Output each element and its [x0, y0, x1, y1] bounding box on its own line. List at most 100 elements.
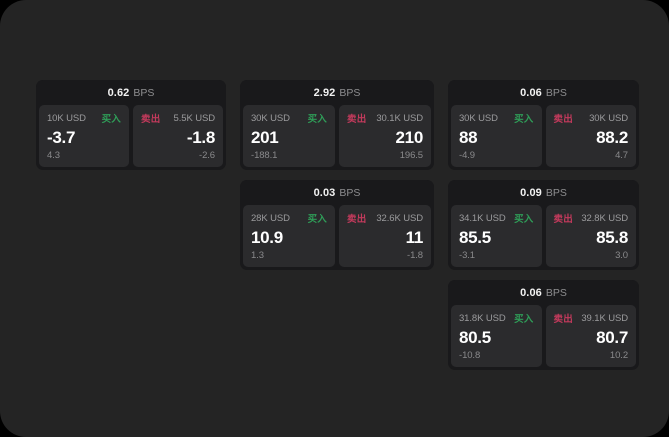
sell-panel-header: 卖出 32.8K USD [553, 212, 629, 226]
sell-panel[interactable]: 卖出 32.8K USD 85.8 3.0 [545, 205, 636, 267]
quote-card[interactable]: 0.03 BPS 28K USD 买入 10.9 1.3 [240, 180, 434, 270]
buy-panel-header: 10K USD 买入 [47, 112, 121, 126]
buy-tag: 买入 [307, 114, 327, 125]
buy-panel[interactable]: 30K USD 买入 88 -4.9 [451, 105, 542, 167]
card-body: 34.1K USD 买入 85.5 -3.1 卖出 32.8K USD 85. [448, 205, 639, 270]
buy-price: 201 [251, 128, 279, 147]
quote-card-grid: 0.62 BPS 10K USD 买入 -3.7 4.3 [36, 80, 639, 370]
buy-delta: -4.9 [459, 150, 475, 161]
quote-card[interactable]: 2.92 BPS 30K USD 买入 201 -188.1 [240, 80, 434, 170]
buy-size-label: 31.8K USD [459, 312, 506, 324]
sell-tag: 卖出 [347, 214, 367, 225]
sell-panel-header: 卖出 30.1K USD [347, 112, 423, 126]
bps-value: 0.09 [520, 186, 542, 199]
sell-panel[interactable]: 卖出 30.1K USD 210 196.5 [339, 105, 431, 167]
sell-size-label: 5.5K USD [173, 112, 216, 124]
bps-value: 0.06 [520, 86, 542, 99]
bps-unit-label: BPS [339, 186, 361, 199]
bps-value: 0.03 [313, 186, 336, 199]
sell-tag: 卖出 [553, 214, 573, 225]
sell-panel-header: 卖出 39.1K USD [553, 312, 629, 326]
sell-price: 80.7 [596, 328, 628, 347]
sell-size-label: 32.8K USD [581, 212, 628, 224]
card-body: 30K USD 买入 88 -4.9 卖出 30K USD 88.2 [448, 105, 639, 170]
bps-unit-label: BPS [133, 86, 155, 99]
sell-size-label: 30.1K USD [376, 112, 423, 124]
quote-card[interactable]: 0.62 BPS 10K USD 买入 -3.7 4.3 [36, 80, 226, 170]
card-header: 0.03 BPS [240, 180, 434, 205]
buy-panel-header: 30K USD 买入 [459, 112, 534, 126]
buy-panel-header: 30K USD 买入 [251, 112, 327, 126]
bps-unit-label: BPS [339, 86, 361, 99]
buy-panel-header: 31.8K USD 买入 [459, 312, 534, 326]
buy-tag: 买入 [514, 314, 534, 325]
buy-delta: -3.1 [459, 250, 475, 261]
buy-delta: 1.3 [251, 250, 264, 261]
sell-size-label: 39.1K USD [581, 312, 628, 324]
card-header: 0.62 BPS [36, 80, 226, 105]
card-header: 0.06 BPS [448, 80, 639, 105]
card-body: 30K USD 买入 201 -188.1 卖出 30.1K USD 210 [240, 105, 434, 170]
buy-delta: 4.3 [47, 150, 60, 161]
card-body: 28K USD 买入 10.9 1.3 卖出 32.6K USD 11 [240, 205, 434, 270]
bps-value: 0.06 [520, 286, 542, 299]
card-header: 0.06 BPS [448, 280, 639, 305]
sell-panel[interactable]: 卖出 30K USD 88.2 4.7 [545, 105, 636, 167]
buy-size-label: 30K USD [459, 112, 498, 124]
sell-tag: 卖出 [553, 314, 573, 325]
sell-size-label: 30K USD [589, 112, 628, 124]
buy-price: -3.7 [47, 128, 76, 147]
buy-tag: 买入 [514, 214, 534, 225]
sell-price: 11 [405, 228, 424, 247]
buy-tag: 买入 [101, 114, 121, 125]
sell-price: 210 [395, 128, 424, 147]
sell-panel-header: 卖出 5.5K USD [141, 112, 216, 126]
sell-delta: 196.5 [399, 150, 423, 161]
buy-tag: 买入 [514, 114, 534, 125]
sell-delta: -2.6 [199, 150, 215, 161]
sell-panel[interactable]: 卖出 39.1K USD 80.7 10.2 [545, 305, 636, 367]
bps-unit-label: BPS [545, 286, 567, 299]
sell-price: 88.2 [596, 128, 628, 147]
sell-panel-header: 卖出 30K USD [553, 112, 629, 126]
buy-panel[interactable]: 28K USD 买入 10.9 1.3 [243, 205, 335, 267]
buy-panel-header: 34.1K USD 买入 [459, 212, 534, 226]
buy-price: 10.9 [251, 228, 283, 247]
card-header: 2.92 BPS [240, 80, 434, 105]
sell-size-label: 32.6K USD [376, 212, 423, 224]
quote-card[interactable]: 0.06 BPS 30K USD 买入 88 -4.9 [448, 80, 639, 170]
card-body: 10K USD 买入 -3.7 4.3 卖出 5.5K USD -1.8 [36, 105, 226, 170]
sell-price: -1.8 [186, 128, 215, 147]
buy-tag: 买入 [307, 214, 327, 225]
buy-delta: -10.8 [459, 350, 481, 361]
quote-column-3: 0.06 BPS 30K USD 买入 88 -4.9 [448, 80, 639, 370]
sell-panel[interactable]: 卖出 32.6K USD 11 -1.8 [339, 205, 431, 267]
quote-column-1: 0.62 BPS 10K USD 买入 -3.7 4.3 [36, 80, 226, 170]
quote-card[interactable]: 0.09 BPS 34.1K USD 买入 85.5 -3.1 [448, 180, 639, 270]
bps-value: 0.62 [107, 86, 130, 99]
buy-panel[interactable]: 34.1K USD 买入 85.5 -3.1 [451, 205, 542, 267]
sell-panel-header: 卖出 32.6K USD [347, 212, 423, 226]
buy-size-label: 28K USD [251, 212, 290, 224]
buy-price: 80.5 [459, 328, 491, 347]
quote-column-2: 2.92 BPS 30K USD 买入 201 -188.1 [240, 80, 434, 270]
card-header: 0.09 BPS [448, 180, 639, 205]
sell-delta: 4.7 [615, 150, 628, 161]
sell-tag: 卖出 [347, 114, 367, 125]
sell-tag: 卖出 [553, 114, 573, 125]
buy-panel[interactable]: 31.8K USD 买入 80.5 -10.8 [451, 305, 542, 367]
buy-panel[interactable]: 10K USD 买入 -3.7 4.3 [39, 105, 129, 167]
sell-panel[interactable]: 卖出 5.5K USD -1.8 -2.6 [133, 105, 223, 167]
bps-unit-label: BPS [545, 86, 567, 99]
sell-tag: 卖出 [141, 114, 161, 125]
buy-size-label: 10K USD [47, 112, 86, 124]
quote-card[interactable]: 0.06 BPS 31.8K USD 买入 80.5 -10.8 [448, 280, 639, 370]
sell-delta: 3.0 [615, 250, 628, 261]
bps-unit-label: BPS [545, 186, 567, 199]
buy-size-label: 30K USD [251, 112, 290, 124]
sell-delta: -1.8 [407, 250, 423, 261]
buy-panel[interactable]: 30K USD 买入 201 -188.1 [243, 105, 335, 167]
buy-delta: -188.1 [251, 150, 278, 161]
sell-price: 85.8 [596, 228, 628, 247]
